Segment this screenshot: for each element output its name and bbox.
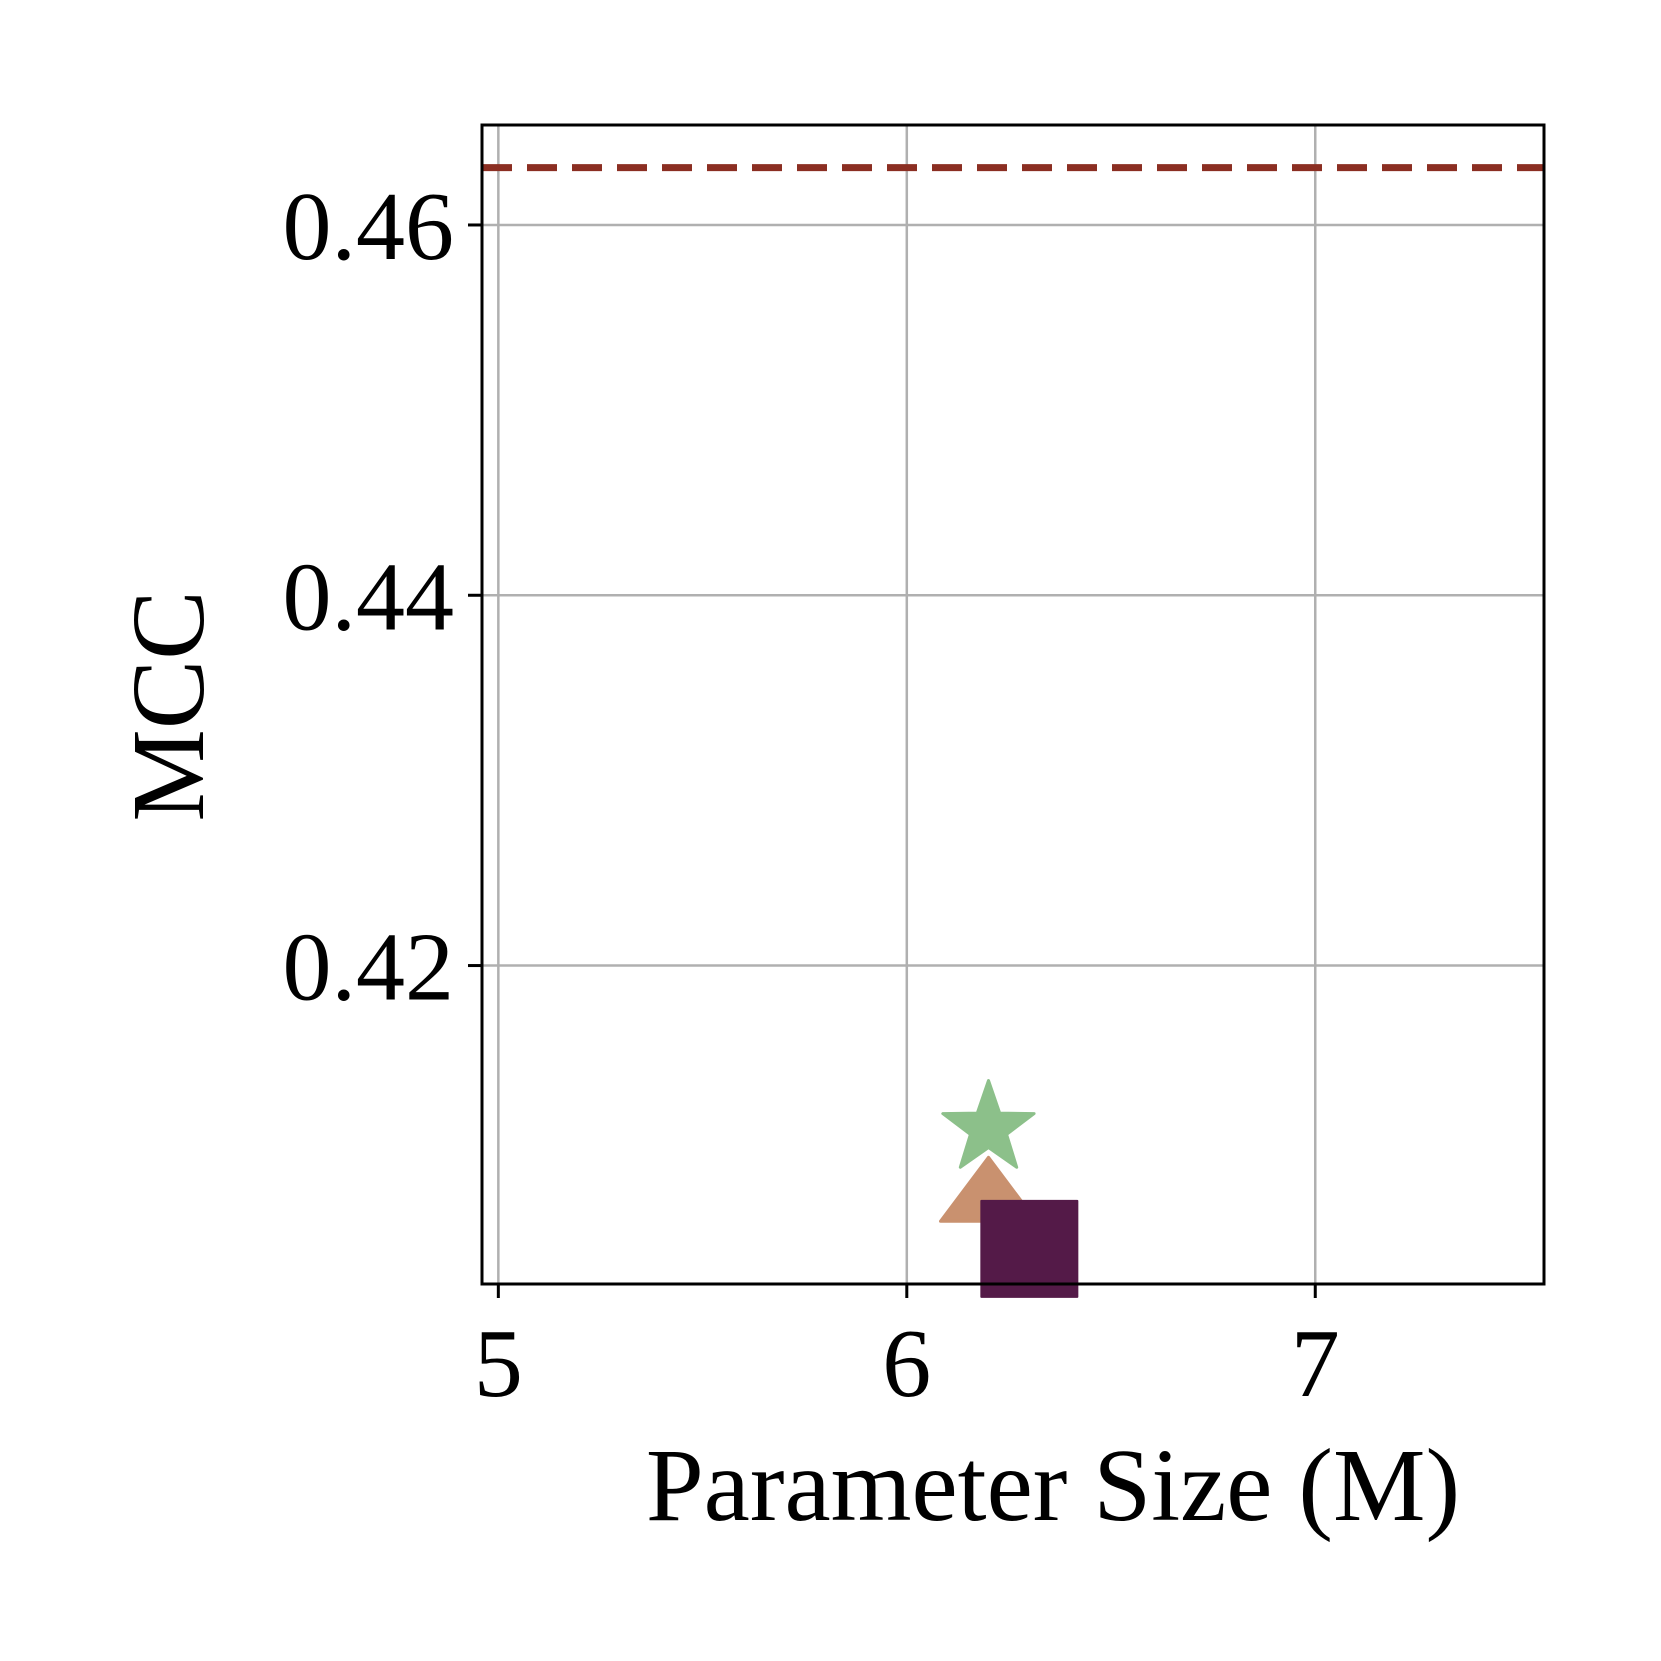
x-axis-label: Parameter Size (M) bbox=[646, 1428, 1460, 1543]
plot-frame bbox=[480, 123, 1546, 1286]
axis-ticks: 5 6 7 0.42 0.44 0.46 bbox=[283, 173, 1340, 1418]
y-tick-label: 0.44 bbox=[283, 543, 455, 651]
y-tick-label: 0.46 bbox=[283, 173, 455, 281]
x-tick-label: 6 bbox=[882, 1310, 931, 1418]
data-point-star bbox=[941, 1079, 1036, 1169]
y-axis-label: MCC bbox=[111, 590, 226, 821]
y-tick-label: 0.42 bbox=[283, 914, 455, 1022]
x-tick-label: 5 bbox=[474, 1310, 523, 1418]
data-points bbox=[938, 1079, 1079, 1298]
data-point-square bbox=[980, 1199, 1079, 1298]
grid bbox=[482, 125, 1544, 1284]
x-tick-label: 7 bbox=[1291, 1310, 1340, 1418]
